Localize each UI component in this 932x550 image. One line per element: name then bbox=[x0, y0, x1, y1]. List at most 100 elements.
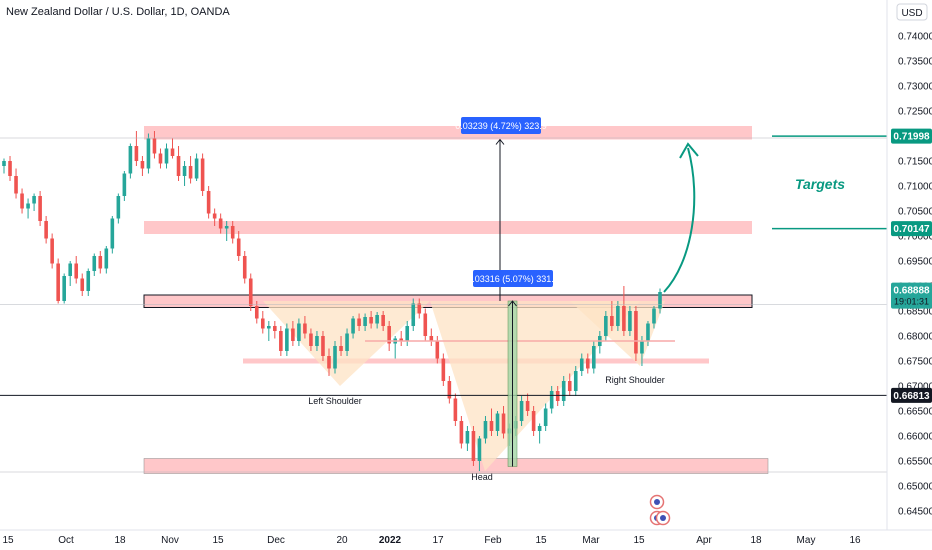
candle-body[interactable] bbox=[224, 226, 229, 229]
candle[interactable] bbox=[381, 311, 385, 331]
candle-body[interactable] bbox=[471, 431, 476, 461]
candle[interactable] bbox=[260, 311, 265, 334]
price-zone[interactable] bbox=[144, 221, 752, 234]
candle-body[interactable] bbox=[122, 173, 127, 197]
candle-body[interactable] bbox=[501, 413, 506, 434]
candle[interactable] bbox=[309, 328, 313, 352]
candle[interactable] bbox=[80, 273, 85, 297]
candle-body[interactable] bbox=[152, 138, 157, 154]
candle[interactable] bbox=[604, 311, 608, 341]
candle[interactable] bbox=[224, 221, 229, 241]
candle-body[interactable] bbox=[531, 411, 536, 431]
candle-body[interactable] bbox=[254, 306, 259, 319]
candle[interactable] bbox=[68, 261, 73, 286]
candle[interactable] bbox=[182, 161, 187, 186]
candle-body[interactable] bbox=[50, 238, 54, 264]
candle-body[interactable] bbox=[267, 326, 271, 329]
candle-body[interactable] bbox=[417, 303, 422, 314]
candle-body[interactable] bbox=[110, 218, 115, 249]
candle[interactable] bbox=[267, 321, 271, 341]
candle-body[interactable] bbox=[315, 336, 319, 346]
candle[interactable] bbox=[128, 143, 133, 179]
candle[interactable] bbox=[92, 253, 97, 277]
candle-body[interactable] bbox=[477, 438, 482, 462]
candle[interactable] bbox=[411, 298, 416, 332]
candle[interactable] bbox=[110, 216, 115, 254]
candle[interactable] bbox=[417, 298, 422, 319]
candle-body[interactable] bbox=[453, 398, 458, 422]
target-price-badge[interactable]: 0.71998 bbox=[891, 128, 932, 144]
candle-body[interactable] bbox=[489, 421, 494, 431]
candle-body[interactable] bbox=[435, 341, 440, 359]
candle-body[interactable] bbox=[447, 381, 452, 399]
candle[interactable] bbox=[646, 321, 650, 346]
candle-body[interactable] bbox=[519, 401, 524, 421]
candle[interactable] bbox=[658, 288, 662, 314]
candle-body[interactable] bbox=[591, 346, 596, 369]
candle[interactable] bbox=[477, 436, 482, 471]
candle-body[interactable] bbox=[194, 158, 199, 179]
candle[interactable] bbox=[567, 373, 572, 397]
candle-body[interactable] bbox=[399, 338, 404, 342]
candle[interactable] bbox=[628, 306, 632, 336]
candle[interactable] bbox=[2, 158, 6, 174]
candle-body[interactable] bbox=[230, 226, 235, 239]
candle-body[interactable] bbox=[573, 371, 578, 391]
candle[interactable] bbox=[459, 416, 464, 449]
candle-body[interactable] bbox=[38, 196, 42, 221]
candle-body[interactable] bbox=[170, 148, 175, 157]
candle[interactable] bbox=[26, 198, 30, 219]
candle-body[interactable] bbox=[285, 328, 289, 352]
candle[interactable] bbox=[591, 341, 596, 374]
candle[interactable] bbox=[74, 256, 79, 284]
candle[interactable] bbox=[489, 408, 494, 437]
candle[interactable] bbox=[327, 348, 331, 377]
candle-body[interactable] bbox=[164, 148, 169, 164]
candle[interactable] bbox=[652, 306, 656, 329]
currency-button[interactable]: USD bbox=[896, 3, 928, 21]
candle-body[interactable] bbox=[652, 308, 656, 324]
candle[interactable] bbox=[140, 156, 145, 176]
candle[interactable] bbox=[248, 273, 253, 312]
candle[interactable] bbox=[393, 336, 397, 359]
candle[interactable] bbox=[32, 193, 36, 212]
candle-body[interactable] bbox=[116, 196, 121, 219]
candle-body[interactable] bbox=[610, 316, 614, 326]
candle-body[interactable] bbox=[20, 193, 24, 209]
candle-body[interactable] bbox=[604, 316, 608, 336]
candle-body[interactable] bbox=[206, 191, 211, 214]
candle[interactable] bbox=[610, 301, 614, 331]
candle[interactable] bbox=[122, 171, 127, 201]
candle[interactable] bbox=[555, 386, 560, 406]
candle-body[interactable] bbox=[242, 256, 247, 279]
candle-body[interactable] bbox=[495, 413, 500, 432]
candle-body[interactable] bbox=[32, 196, 36, 204]
candle[interactable] bbox=[387, 321, 391, 351]
projection-arrow[interactable] bbox=[663, 147, 696, 293]
candle-body[interactable] bbox=[405, 326, 410, 341]
candle[interactable] bbox=[164, 143, 169, 169]
candle[interactable] bbox=[543, 403, 548, 432]
candle-body[interactable] bbox=[465, 431, 470, 444]
candle[interactable] bbox=[333, 341, 337, 374]
candle-body[interactable] bbox=[321, 336, 325, 356]
candle[interactable] bbox=[170, 138, 175, 159]
candle[interactable] bbox=[279, 326, 283, 356]
candle[interactable] bbox=[44, 216, 48, 244]
candle[interactable] bbox=[98, 251, 103, 274]
candle[interactable] bbox=[429, 328, 434, 347]
candle[interactable] bbox=[14, 168, 18, 199]
candle-body[interactable] bbox=[218, 218, 223, 229]
candle-body[interactable] bbox=[658, 292, 662, 309]
candle-body[interactable] bbox=[387, 326, 391, 344]
candle-body[interactable] bbox=[525, 401, 530, 411]
candle[interactable] bbox=[50, 233, 54, 269]
candle-body[interactable] bbox=[327, 356, 331, 369]
candle[interactable] bbox=[531, 406, 536, 436]
candle-body[interactable] bbox=[345, 333, 349, 352]
target-price-badge[interactable]: 0.70147 bbox=[891, 221, 932, 237]
candle[interactable] bbox=[116, 193, 121, 224]
candle[interactable] bbox=[188, 156, 193, 184]
candle-body[interactable] bbox=[567, 381, 572, 391]
candle-body[interactable] bbox=[634, 311, 638, 354]
